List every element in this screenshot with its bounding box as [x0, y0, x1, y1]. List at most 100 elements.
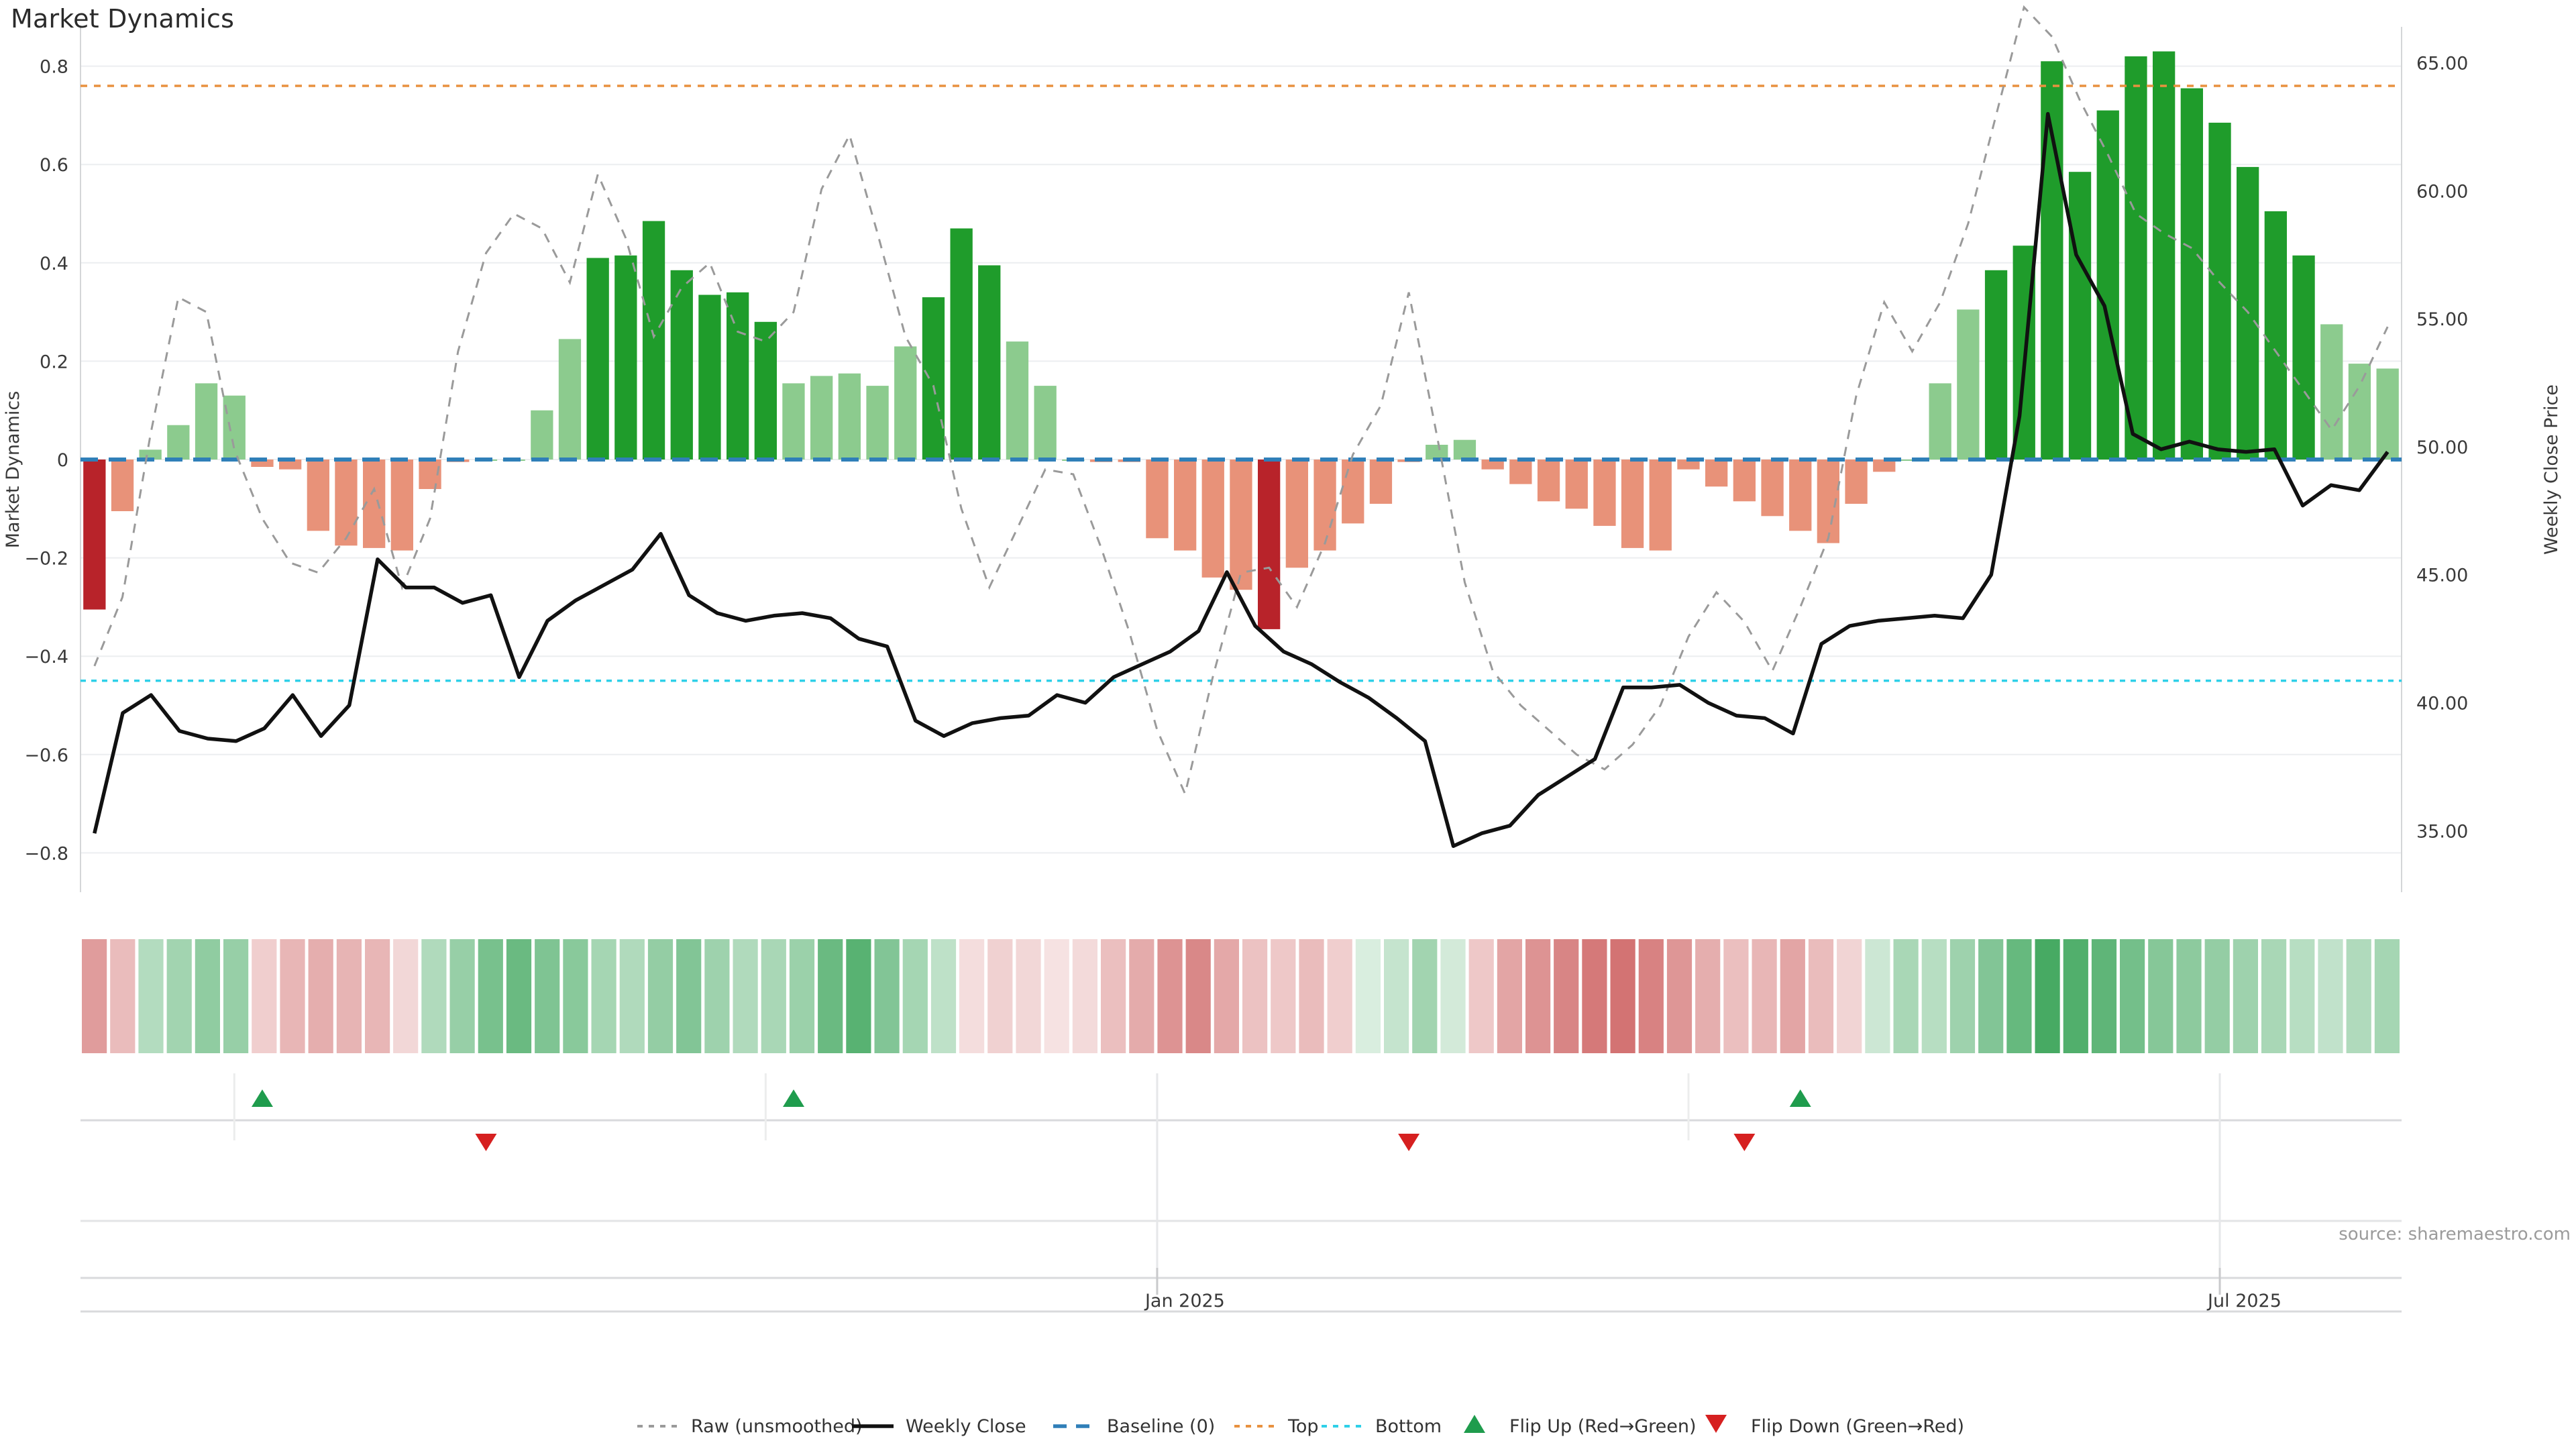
flip-down-marker — [1398, 1134, 1420, 1151]
bar — [1929, 383, 1951, 460]
bar — [2348, 364, 2371, 460]
heat-cell — [2063, 939, 2088, 1053]
bar — [1733, 460, 1756, 502]
bar — [2180, 88, 2203, 460]
legend-item-weekly-close[interactable]: Weekly Close — [852, 1416, 1026, 1437]
left-tick-label: 0.2 — [40, 352, 68, 372]
bar — [1984, 270, 2008, 460]
left-tick-label: 0.6 — [40, 155, 68, 176]
band-lines — [80, 85, 2402, 682]
heat-cell — [195, 939, 220, 1053]
heat-cell — [902, 939, 928, 1053]
legend-label: Raw (unsmoothed) — [691, 1416, 863, 1437]
bar — [2041, 61, 2063, 460]
bar — [1789, 460, 1812, 531]
heat-cell — [818, 939, 843, 1053]
heat-cell — [308, 939, 333, 1053]
bar — [727, 292, 749, 460]
flip-up-marker — [783, 1089, 805, 1107]
bar — [810, 376, 833, 460]
heat-cell — [535, 939, 560, 1053]
x-axis-ticks: Jan 2025 Jul 2025 — [80, 1268, 2402, 1313]
bar — [2376, 368, 2399, 460]
weekly-close-line — [93, 112, 2390, 849]
heat-cell — [1865, 939, 1890, 1053]
legend-label: Baseline (0) — [1107, 1416, 1215, 1437]
heat-cell — [1299, 939, 1324, 1053]
bar — [1426, 445, 1448, 460]
bar — [1677, 460, 1700, 470]
heat-cell — [2318, 939, 2343, 1053]
right-tick-label: 40.00 — [2416, 694, 2468, 714]
raw-line — [93, 5, 2389, 798]
bar — [1453, 439, 1477, 460]
left-tick-label: −0.2 — [24, 549, 68, 570]
bar — [1369, 460, 1393, 504]
heat-cell — [2290, 939, 2315, 1053]
legend-label: Weekly Close — [906, 1416, 1026, 1437]
heat-cell — [1837, 939, 1862, 1053]
left-axis-ticks: 0.8 0.6 0.4 0.2 0 −0.2 −0.4 −0.6 −0.8 — [24, 57, 68, 865]
bar — [390, 460, 413, 551]
heat-cell — [1185, 939, 1211, 1053]
heat-cell — [2148, 939, 2174, 1053]
left-axis-title: Market Dynamics — [3, 391, 23, 549]
heat-cell — [2374, 939, 2400, 1053]
legend-item-top-band[interactable]: Top — [1234, 1416, 1319, 1437]
bar — [670, 270, 693, 460]
bar — [139, 449, 162, 460]
legend-item-bottom-band[interactable]: Bottom — [1322, 1416, 1442, 1437]
heat-cell — [1468, 939, 1494, 1053]
flip-up-marker — [1789, 1089, 1811, 1107]
heat-cell — [1355, 939, 1381, 1053]
legend: Raw (unsmoothed) Weekly Close Baseline (0)… — [637, 1415, 1964, 1437]
heat-cell — [761, 939, 786, 1053]
heat-cell — [676, 939, 702, 1053]
heat-cell — [2204, 939, 2230, 1053]
raw-series-path — [93, 5, 2389, 798]
heat-cell — [1044, 939, 1069, 1053]
legend-item-baseline-zero[interactable]: Baseline (0) — [1053, 1416, 1215, 1437]
heat-cell — [2035, 939, 2060, 1053]
right-tick-label: 35.00 — [2416, 821, 2468, 842]
legend-item-raw-unsmoothed[interactable]: Raw (unsmoothed) — [637, 1416, 863, 1437]
heat-cell — [1582, 939, 1607, 1053]
heat-cell — [138, 939, 164, 1053]
heatmap-strip — [82, 939, 2400, 1053]
legend-swatch-triangle-down-icon — [1705, 1415, 1727, 1433]
heat-cell — [166, 939, 192, 1053]
legend-swatch-triangle-up-icon — [1464, 1415, 1485, 1433]
right-tick-label: 60.00 — [2416, 181, 2468, 202]
heat-cell — [987, 939, 1013, 1053]
source-note: source: sharemaestro.com — [2339, 1224, 2571, 1244]
bar — [1201, 460, 1224, 578]
bar — [1593, 460, 1616, 526]
heat-cell — [1101, 939, 1126, 1053]
bar — [2125, 56, 2147, 460]
bar — [754, 321, 777, 460]
heat-cell — [1695, 939, 1721, 1053]
heat-cell — [704, 939, 730, 1053]
bar — [2068, 172, 2092, 460]
bar — [2208, 122, 2231, 460]
bar — [1537, 460, 1560, 502]
legend-item-flip-down[interactable]: Flip Down (Green→Red) — [1705, 1415, 1964, 1437]
right-tick-label: 50.00 — [2416, 437, 2468, 458]
x-tick-label: Jul 2025 — [2206, 1291, 2282, 1311]
heat-cell — [82, 939, 107, 1053]
heat-cell — [506, 939, 532, 1053]
bar — [1481, 460, 1504, 470]
legend-item-flip-up[interactable]: Flip Up (Red→Green) — [1464, 1415, 1697, 1437]
flip-markers — [80, 1073, 2402, 1279]
heat-cell — [1808, 939, 1834, 1053]
bar — [950, 228, 973, 460]
bar — [2096, 110, 2119, 460]
bar — [558, 339, 582, 460]
heat-cell — [223, 939, 249, 1053]
bar — [922, 297, 945, 460]
bar — [1873, 460, 1896, 472]
right-tick-label: 45.00 — [2416, 566, 2468, 586]
bar — [111, 460, 134, 511]
heat-cell — [789, 939, 815, 1053]
bar — [167, 425, 190, 460]
